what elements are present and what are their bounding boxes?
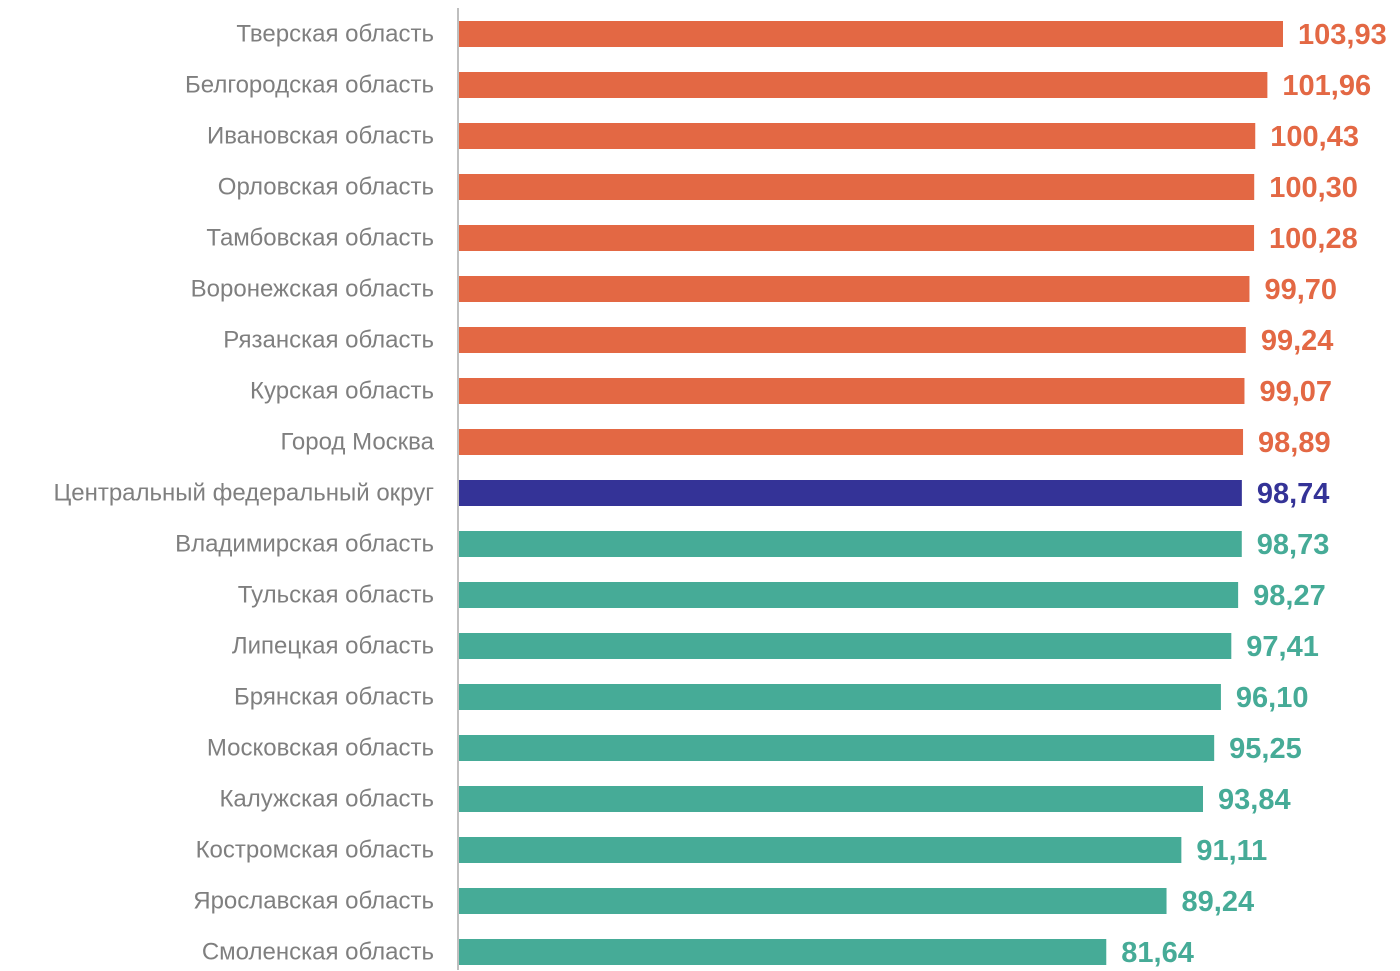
- bar: [459, 582, 1239, 608]
- category-label: Воронежская область: [191, 276, 434, 303]
- value-label: 95,25: [1229, 733, 1302, 765]
- category-label: Тамбовская область: [206, 225, 434, 252]
- bar: [459, 327, 1246, 353]
- bar: [459, 225, 1255, 251]
- value-label: 100,43: [1270, 121, 1359, 153]
- bar: [459, 174, 1255, 200]
- category-label: Тверская область: [236, 21, 434, 48]
- category-label: Ивановская область: [207, 123, 434, 150]
- value-label: 89,24: [1182, 886, 1255, 918]
- bar: [459, 72, 1268, 98]
- category-label: Брянская область: [234, 684, 434, 711]
- category-label: Ярославская область: [193, 888, 434, 915]
- category-label: Курская область: [250, 378, 434, 405]
- bar: [459, 888, 1167, 914]
- value-label: 100,30: [1269, 172, 1358, 204]
- value-label: 103,93: [1298, 19, 1387, 51]
- category-labels: Тверская область Белгородская область Иван…: [53, 21, 434, 966]
- bar: [459, 939, 1107, 965]
- value-label: 91,11: [1196, 835, 1267, 867]
- value-label: 81,64: [1121, 937, 1194, 969]
- bar: [459, 378, 1245, 404]
- category-label: Костромская область: [196, 837, 434, 864]
- value-label: 100,28: [1269, 223, 1358, 255]
- bar: [459, 531, 1242, 557]
- value-label: 98,27: [1253, 580, 1326, 612]
- bar: [459, 21, 1283, 47]
- value-label: 93,84: [1218, 784, 1291, 816]
- category-label: Калужская область: [219, 786, 434, 813]
- value-label: 101,96: [1282, 70, 1371, 102]
- value-labels: 103,93 101,96 100,43 100,30 100,28 99,70 99,24…: [1121, 19, 1386, 969]
- category-label: Липецкая область: [232, 633, 434, 660]
- bar: [459, 123, 1256, 149]
- value-label: 97,41: [1246, 631, 1319, 663]
- category-label: Город Москва: [280, 429, 434, 456]
- value-label: 99,24: [1261, 325, 1334, 357]
- bar: [459, 735, 1215, 761]
- bar: [459, 276, 1250, 302]
- category-label: Орловская область: [218, 174, 434, 201]
- bar: [459, 786, 1204, 812]
- category-label: Центральный федеральный округ: [53, 480, 434, 507]
- bar: [459, 837, 1182, 863]
- bar: [459, 480, 1242, 506]
- value-label: 98,89: [1258, 427, 1331, 459]
- bar: [459, 684, 1221, 710]
- bars: [459, 21, 1283, 965]
- category-label: Московская область: [207, 735, 434, 762]
- category-label: Тульская область: [238, 582, 434, 609]
- bar: [459, 429, 1244, 455]
- category-label: Белгородская область: [185, 72, 434, 99]
- value-label: 96,10: [1236, 682, 1309, 714]
- bar: [459, 633, 1232, 659]
- category-label: Рязанская область: [223, 327, 434, 354]
- category-label: Владимирская область: [175, 531, 434, 558]
- value-label: 99,70: [1264, 274, 1337, 306]
- value-label: 99,07: [1259, 376, 1332, 408]
- category-label: Смоленская область: [202, 939, 434, 966]
- value-label: 98,73: [1257, 529, 1330, 561]
- value-label: 98,74: [1257, 478, 1330, 510]
